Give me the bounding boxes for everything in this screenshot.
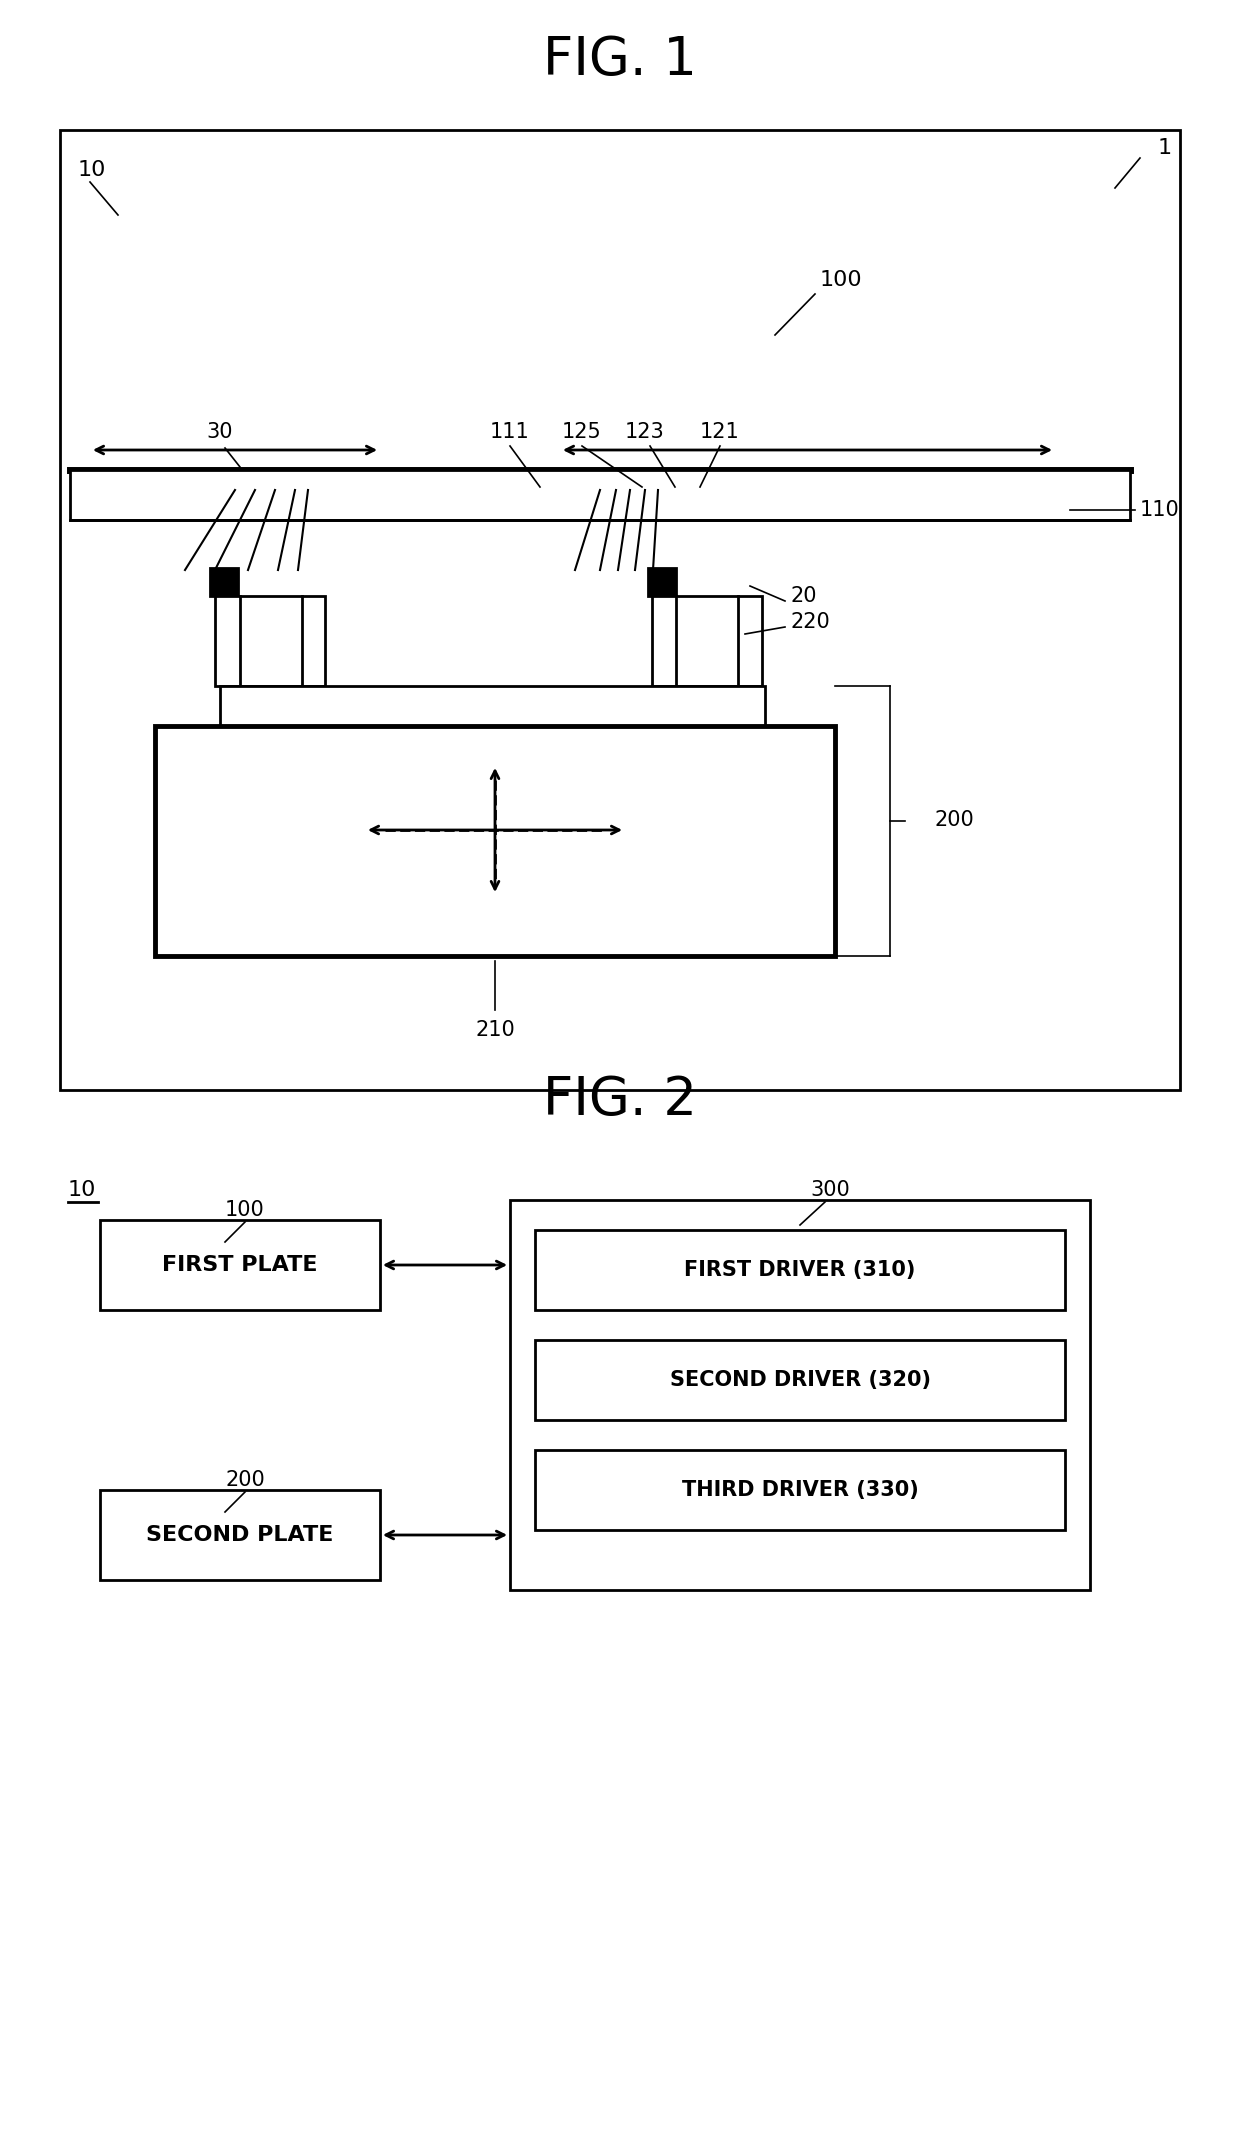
Text: 210: 210 <box>475 1021 515 1040</box>
Bar <box>510 1199 1090 1591</box>
Text: 123: 123 <box>625 422 665 441</box>
Text: FIRST DRIVER (310): FIRST DRIVER (310) <box>684 1260 915 1281</box>
Bar <box>69 469 1130 521</box>
Text: 200: 200 <box>226 1470 265 1490</box>
Text: 100: 100 <box>820 269 863 291</box>
Text: 10: 10 <box>68 1180 97 1199</box>
Bar <box>60 129 1180 1089</box>
Text: 200: 200 <box>935 810 975 831</box>
Bar <box>649 568 676 596</box>
Text: FIG. 1: FIG. 1 <box>543 34 697 86</box>
Text: 111: 111 <box>490 422 529 441</box>
Text: THIRD DRIVER (330): THIRD DRIVER (330) <box>682 1479 919 1501</box>
Bar <box>534 1449 1065 1531</box>
Text: SECOND DRIVER (320): SECOND DRIVER (320) <box>670 1369 930 1391</box>
Text: 220: 220 <box>790 611 830 633</box>
Text: 30: 30 <box>207 422 233 441</box>
Text: 125: 125 <box>562 422 601 441</box>
Bar <box>210 568 238 596</box>
Bar <box>155 726 835 956</box>
Bar <box>215 596 325 687</box>
Text: 300: 300 <box>810 1180 849 1199</box>
Text: 20: 20 <box>790 586 816 605</box>
Text: 10: 10 <box>78 159 107 181</box>
Bar <box>652 596 763 687</box>
Bar <box>219 687 765 726</box>
Text: SECOND PLATE: SECOND PLATE <box>146 1524 334 1546</box>
Text: 1: 1 <box>1158 138 1172 157</box>
Text: 100: 100 <box>226 1199 265 1221</box>
Bar <box>100 1490 379 1580</box>
Text: 121: 121 <box>701 422 740 441</box>
Text: FIG. 2: FIG. 2 <box>543 1074 697 1126</box>
Bar <box>100 1221 379 1309</box>
Text: 110: 110 <box>1140 499 1179 521</box>
Text: FIRST PLATE: FIRST PLATE <box>162 1255 317 1275</box>
Bar <box>534 1339 1065 1421</box>
Bar <box>534 1229 1065 1309</box>
